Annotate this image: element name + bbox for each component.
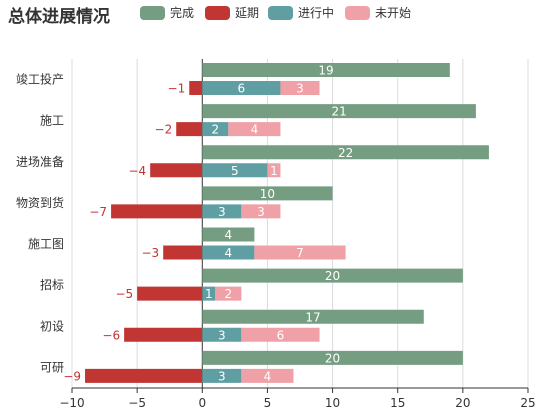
bar-delayed xyxy=(150,163,203,178)
bar-complete xyxy=(202,268,463,283)
bar-complete xyxy=(202,63,450,77)
data-label-in-progress: 3 xyxy=(218,328,226,342)
y-category-label: 施工图 xyxy=(28,237,64,251)
bar-in-progress xyxy=(202,286,216,301)
data-label-not-started: 6 xyxy=(277,328,285,342)
legend-label-delayed: 延期 xyxy=(235,6,260,20)
data-label-not-started: 3 xyxy=(296,82,304,96)
data-label-in-progress: 3 xyxy=(218,205,226,219)
bar-in-progress xyxy=(202,245,255,260)
y-category-label: 初设 xyxy=(40,319,64,333)
bar-in-progress xyxy=(202,204,242,219)
data-label-complete: 20 xyxy=(325,351,340,365)
y-category-label: 竣工投产 xyxy=(16,72,64,87)
data-label-delayed: −4 xyxy=(128,164,146,178)
bar-complete xyxy=(202,186,333,201)
data-label-complete: 20 xyxy=(325,269,340,283)
data-label-in-progress: 5 xyxy=(231,164,239,178)
chart-title: 总体进展情况 xyxy=(8,7,110,27)
data-label-delayed: −7 xyxy=(89,205,107,219)
x-tick-label: 25 xyxy=(520,396,535,410)
legend-swatch-complete xyxy=(140,6,165,20)
data-label-complete: 10 xyxy=(260,187,275,201)
data-label-complete: 17 xyxy=(305,310,320,324)
data-label-complete: 4 xyxy=(225,228,233,242)
data-label-complete: 22 xyxy=(338,146,353,160)
bar-in-progress xyxy=(202,368,242,383)
data-label-in-progress: 2 xyxy=(211,123,219,137)
x-tick-label: 0 xyxy=(198,396,206,410)
bar-in-progress xyxy=(202,122,229,137)
legend-swatch-delayed xyxy=(205,6,230,20)
bar-delayed xyxy=(111,204,203,219)
data-label-not-started: 2 xyxy=(225,287,233,301)
data-label-delayed: −1 xyxy=(168,82,186,96)
legend-label-in-progress: 进行中 xyxy=(298,6,335,20)
y-category-label: 可研 xyxy=(40,360,64,374)
bar-in-progress xyxy=(202,81,281,95)
bar-delayed xyxy=(85,368,203,383)
bar-delayed xyxy=(137,286,203,301)
x-tick-label: −5 xyxy=(128,396,146,410)
bar-not-started xyxy=(267,163,281,178)
legend-swatch-not-started xyxy=(345,6,370,20)
bar-delayed xyxy=(163,245,203,260)
data-label-not-started: 4 xyxy=(264,369,272,383)
data-label-delayed: −5 xyxy=(115,287,133,301)
data-label-delayed: −2 xyxy=(155,123,173,137)
bar-complete xyxy=(202,309,424,324)
bar-not-started xyxy=(280,81,320,95)
x-tick-label: 10 xyxy=(325,396,340,410)
y-category-label: 招标 xyxy=(40,278,64,292)
bar-not-started xyxy=(241,368,294,383)
bar-complete xyxy=(202,350,463,365)
bar-complete xyxy=(202,227,255,242)
bar-not-started xyxy=(254,245,346,260)
legend-swatch-in-progress xyxy=(268,6,293,20)
data-label-in-progress: 4 xyxy=(225,246,233,260)
bar-delayed xyxy=(124,327,203,342)
legend-label-complete: 完成 xyxy=(170,6,195,20)
legend-label-not-started: 未开始 xyxy=(375,6,412,20)
bar-in-progress xyxy=(202,327,242,342)
bar-in-progress xyxy=(202,163,268,178)
data-label-not-started: 3 xyxy=(257,205,265,219)
y-category-label: 物资到货 xyxy=(16,195,64,210)
bar-delayed xyxy=(176,122,203,137)
bar-not-started xyxy=(228,122,281,137)
x-tick-label: −10 xyxy=(59,396,84,410)
data-label-delayed: −9 xyxy=(63,369,81,383)
data-label-delayed: −3 xyxy=(141,246,159,260)
data-label-delayed: −6 xyxy=(102,328,120,342)
data-label-not-started: 4 xyxy=(251,123,259,137)
bar-complete xyxy=(202,145,489,160)
bar-not-started xyxy=(215,286,242,301)
x-tick-label: 20 xyxy=(455,396,470,410)
bar-delayed xyxy=(189,81,203,95)
data-label-not-started: 1 xyxy=(270,164,278,178)
bar-complete xyxy=(202,104,476,119)
data-label-complete: 19 xyxy=(318,64,333,78)
data-label-in-progress: 3 xyxy=(218,369,226,383)
bar-not-started xyxy=(241,327,320,342)
data-label-not-started: 7 xyxy=(296,246,304,260)
data-label-complete: 21 xyxy=(331,105,346,119)
y-category-label: 施工 xyxy=(40,114,64,128)
y-category-label: 进场准备 xyxy=(16,155,64,169)
data-label-in-progress: 6 xyxy=(238,82,246,96)
bar-not-started xyxy=(241,204,281,219)
x-tick-label: 5 xyxy=(264,396,272,410)
data-label-in-progress: 1 xyxy=(205,287,213,301)
x-tick-label: 15 xyxy=(390,396,405,410)
